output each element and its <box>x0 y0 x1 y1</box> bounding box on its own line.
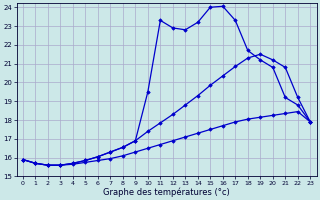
X-axis label: Graphe des températures (°c): Graphe des températures (°c) <box>103 187 230 197</box>
